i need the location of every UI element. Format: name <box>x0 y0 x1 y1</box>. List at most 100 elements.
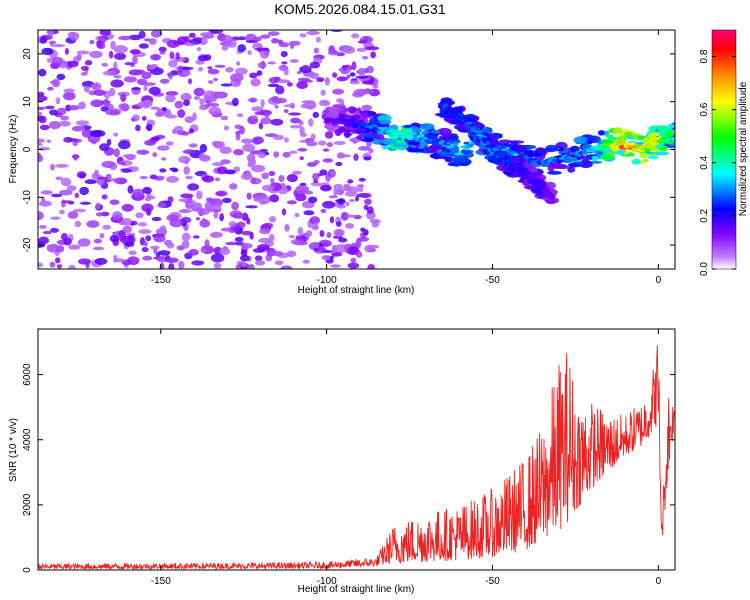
spectrogram-noise-blob <box>361 55 369 60</box>
spectrogram-noise-blob <box>38 138 46 143</box>
spectrogram-noise-blob <box>335 221 342 227</box>
spectrogram-noise-blob <box>240 266 247 269</box>
spectrogram-branch-blob <box>453 106 464 110</box>
spectrogram-ridge-blob <box>382 138 397 146</box>
spectrogram-noise-blob <box>188 128 194 134</box>
spectrogram-x-tick-label: 0 <box>656 275 662 286</box>
spectrogram-noise-blob <box>326 142 333 148</box>
spectrogram-noise-blob <box>303 210 315 216</box>
spectrogram-noise-blob <box>205 197 214 203</box>
spectrogram-noise-blob <box>94 169 99 177</box>
spectrogram-noise-blob <box>253 196 260 202</box>
spectrogram-noise-blob <box>248 97 258 103</box>
spectrogram-noise-blob <box>110 40 116 50</box>
spectrogram-noise-blob <box>93 89 106 96</box>
spectrogram-noise-blob <box>320 89 326 96</box>
spectrogram-ridge-blob <box>428 144 443 152</box>
spectrogram-noise-blob <box>336 98 343 103</box>
spectrogram-noise-blob <box>143 85 148 91</box>
spectrogram-ridge-blob <box>452 141 459 146</box>
spectrogram-noise-blob <box>259 49 270 59</box>
spectrogram-noise-blob <box>259 200 266 205</box>
spectrogram-noise-blob <box>178 65 183 74</box>
spectrogram-noise-blob <box>240 173 253 181</box>
spectrogram-ridge-blob <box>577 161 584 166</box>
spectrogram-noise-blob <box>364 244 375 253</box>
spectrogram-noise-blob <box>288 234 295 239</box>
spectrogram-noise-blob <box>124 241 135 247</box>
spectrogram-noise-blob <box>241 260 247 268</box>
spectrogram-noise-blob <box>270 118 284 126</box>
spectrogram-noise-blob <box>113 75 122 79</box>
spectrogram-noise-blob <box>192 235 200 239</box>
spectrogram-noise-blob <box>299 132 307 138</box>
spectrogram-noise-blob <box>90 99 104 108</box>
spectrogram-noise-blob <box>322 200 336 209</box>
spectrogram-noise-blob <box>50 163 55 171</box>
spectrogram-noise-blob <box>99 233 105 239</box>
spectrogram-noise-blob <box>84 179 97 185</box>
spectrogram-ridge-blob-core <box>418 135 424 138</box>
spectrogram-noise-blob <box>367 264 375 269</box>
spectrogram-noise-blob <box>219 247 231 255</box>
spectrogram-noise-blob <box>105 110 120 116</box>
spectrogram-noise-blob <box>186 202 196 207</box>
spectrogram-noise-blob <box>347 262 360 269</box>
spectrogram-noise-blob <box>165 94 176 103</box>
colorbar-tick-label: 0.2 <box>699 209 710 223</box>
spectrogram-noise-blob <box>265 254 273 262</box>
spectrogram-noise-blob <box>80 124 85 132</box>
spectrogram-noise-blob <box>148 38 157 45</box>
snr-x-tick-label: 0 <box>656 576 662 587</box>
spectrogram-noise-blob <box>212 162 225 167</box>
spectrogram-noise-blob <box>150 30 163 38</box>
spectrogram-noise-blob <box>324 77 330 86</box>
spectrogram-x-tick-label: -100 <box>317 275 337 286</box>
spectrogram-noise-blob <box>207 68 220 75</box>
snr-y-tick-label: 2000 <box>22 493 33 516</box>
spectrogram-ridge-blob <box>347 106 357 114</box>
spectrogram-noise-blob <box>46 244 59 248</box>
spectrogram-noise-blob <box>166 175 179 183</box>
spectrogram-noise-blob <box>79 186 89 196</box>
spectrogram-ridge-blob <box>328 106 343 114</box>
spectrogram-noise-blob <box>215 177 220 182</box>
spectrogram-noise-blob <box>181 240 190 249</box>
spectrogram-noise-blob <box>150 245 160 250</box>
spectrogram-noise-blob <box>102 224 111 230</box>
spectrogram-noise-blob <box>38 115 47 124</box>
spectrogram-ridge-blob <box>547 171 562 175</box>
spectrogram-noise-blob <box>251 106 264 112</box>
spectrogram-noise-blob <box>118 35 132 41</box>
spectrogram-y-tick-label: -10 <box>22 190 33 205</box>
spectrogram-ridge-blob <box>437 127 452 136</box>
spectrogram-noise-blob <box>257 152 266 159</box>
spectrogram-noise-blob <box>182 71 192 76</box>
spectrogram-ridge-blob <box>407 141 420 145</box>
spectrogram-noise-blob <box>296 81 308 89</box>
spectrogram-noise-blob <box>49 261 56 268</box>
spectrogram-noise-blob <box>328 195 339 199</box>
spectrogram-ridge-blob <box>334 129 342 137</box>
spectrogram-noise-blob <box>267 83 280 88</box>
spectrogram-ridge-blob-core <box>439 139 445 144</box>
spectrogram-ridge-blob-core <box>448 147 458 152</box>
spectrogram-noise-blob <box>74 220 82 228</box>
spectrogram-noise-blob <box>47 86 54 91</box>
spectrogram-noise-blob <box>313 47 319 54</box>
spectrogram-noise-blob <box>282 151 291 158</box>
spectrogram-noise-blob <box>159 51 166 55</box>
spectrogram-noise-blob <box>166 242 175 249</box>
spectrogram-ridge-blob-core <box>456 154 464 158</box>
spectrogram-noise-blob <box>150 54 162 61</box>
spectrogram-noise-blob <box>139 175 148 180</box>
spectrogram-noise-blob <box>241 138 253 144</box>
spectrogram-ridge-blob <box>646 155 659 160</box>
spectrogram-noise-blob <box>175 52 180 61</box>
spectrogram-noise-blob <box>216 141 226 148</box>
spectrogram-noise-blob <box>335 229 343 237</box>
spectrogram-noise-blob <box>261 172 269 180</box>
spectrogram-noise-blob <box>77 238 91 247</box>
spectrogram-noise-blob <box>220 83 233 87</box>
